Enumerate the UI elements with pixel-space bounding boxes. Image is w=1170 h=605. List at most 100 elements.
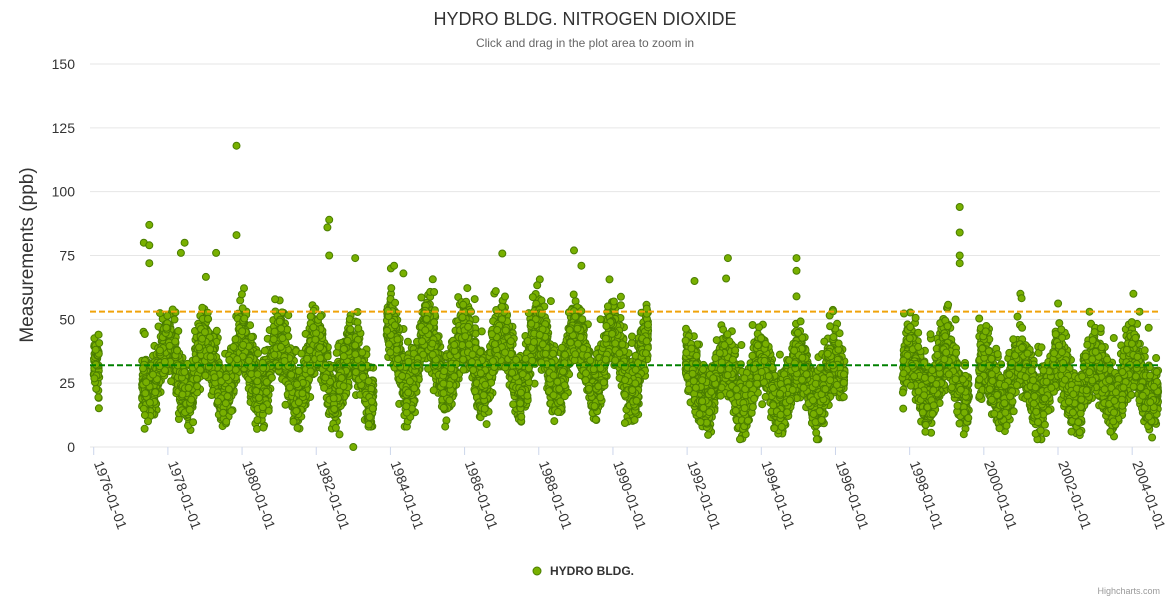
data-point[interactable] xyxy=(347,326,354,333)
data-point[interactable] xyxy=(294,424,301,431)
data-point[interactable] xyxy=(223,418,230,425)
data-point[interactable] xyxy=(352,369,359,376)
data-point[interactable] xyxy=(295,399,302,406)
data-point[interactable] xyxy=(205,363,212,370)
data-point[interactable] xyxy=(317,313,324,320)
data-point[interactable] xyxy=(429,276,436,283)
data-point[interactable] xyxy=(332,424,339,431)
data-point[interactable] xyxy=(499,250,506,257)
data-point[interactable] xyxy=(597,316,604,323)
data-point[interactable] xyxy=(194,383,201,390)
data-point[interactable] xyxy=(340,353,347,360)
data-point[interactable] xyxy=(93,385,100,392)
data-point[interactable] xyxy=(263,388,270,395)
data-point[interactable] xyxy=(366,414,373,421)
data-point[interactable] xyxy=(270,336,277,343)
data-point[interactable] xyxy=(551,418,558,425)
data-point[interactable] xyxy=(621,420,628,427)
data-point[interactable] xyxy=(196,344,203,351)
data-point[interactable] xyxy=(214,398,221,405)
data-point[interactable] xyxy=(150,371,157,378)
data-point[interactable] xyxy=(298,350,305,357)
data-point[interactable] xyxy=(211,374,218,381)
data-point[interactable] xyxy=(91,375,98,382)
data-point[interactable] xyxy=(225,386,232,393)
data-point[interactable] xyxy=(207,346,214,353)
data-point[interactable] xyxy=(336,431,343,438)
data-point[interactable] xyxy=(193,375,200,382)
data-point[interactable] xyxy=(239,328,246,335)
data-point[interactable] xyxy=(256,394,263,401)
data-point[interactable] xyxy=(322,374,329,381)
data-point[interactable] xyxy=(95,405,102,412)
data-point[interactable] xyxy=(224,393,231,400)
data-point[interactable] xyxy=(304,355,311,362)
data-point[interactable] xyxy=(355,325,362,332)
data-point[interactable] xyxy=(199,304,206,311)
data-point[interactable] xyxy=(310,324,317,331)
data-point[interactable] xyxy=(185,384,192,391)
data-point[interactable] xyxy=(279,335,286,342)
data-point[interactable] xyxy=(592,416,599,423)
data-point[interactable] xyxy=(606,276,613,283)
data-point[interactable] xyxy=(271,328,278,335)
data-point[interactable] xyxy=(186,406,193,413)
data-point[interactable] xyxy=(307,368,314,375)
data-point[interactable] xyxy=(166,342,173,349)
data-point[interactable] xyxy=(95,394,102,401)
data-point[interactable] xyxy=(306,347,313,354)
data-point[interactable] xyxy=(254,425,261,432)
data-point[interactable] xyxy=(307,313,314,320)
data-point[interactable] xyxy=(238,291,245,298)
data-point[interactable] xyxy=(240,341,247,348)
data-point[interactable] xyxy=(268,374,275,381)
data-point[interactable] xyxy=(204,315,211,322)
data-point[interactable] xyxy=(278,325,285,332)
data-point[interactable] xyxy=(330,395,337,402)
data-point[interactable] xyxy=(294,381,301,388)
data-point[interactable] xyxy=(404,338,411,345)
data-point[interactable] xyxy=(277,343,284,350)
data-point[interactable] xyxy=(202,273,209,280)
data-point[interactable] xyxy=(223,374,230,381)
data-point[interactable] xyxy=(253,388,260,395)
data-point[interactable] xyxy=(202,372,209,379)
data-point[interactable] xyxy=(344,337,351,344)
data-point[interactable] xyxy=(285,312,292,319)
data-point[interactable] xyxy=(324,353,331,360)
data-point[interactable] xyxy=(197,366,204,373)
data-point[interactable] xyxy=(201,329,208,336)
data-point[interactable] xyxy=(141,425,148,432)
data-point[interactable] xyxy=(222,400,229,407)
data-point[interactable] xyxy=(152,389,159,396)
data-point[interactable] xyxy=(188,396,195,403)
data-point[interactable] xyxy=(418,294,425,301)
data-point[interactable] xyxy=(259,404,266,411)
data-point[interactable] xyxy=(226,357,233,364)
data-point[interactable] xyxy=(141,412,148,419)
data-point[interactable] xyxy=(220,409,227,416)
data-point[interactable] xyxy=(143,379,150,386)
data-point[interactable] xyxy=(312,336,319,343)
data-point[interactable] xyxy=(146,399,153,406)
data-point[interactable] xyxy=(340,346,347,353)
data-point[interactable] xyxy=(254,371,261,378)
data-point[interactable] xyxy=(272,296,279,303)
data-point[interactable] xyxy=(239,305,246,312)
data-point[interactable] xyxy=(368,398,375,405)
data-point[interactable] xyxy=(254,378,261,385)
data-point[interactable] xyxy=(164,312,171,319)
data-point[interactable] xyxy=(369,405,376,412)
data-point[interactable] xyxy=(181,369,188,376)
data-point[interactable] xyxy=(232,366,239,373)
data-point[interactable] xyxy=(317,355,324,362)
data-point[interactable] xyxy=(171,316,178,323)
data-point[interactable] xyxy=(207,353,214,360)
data-point[interactable] xyxy=(629,333,636,340)
data-point[interactable] xyxy=(617,293,624,300)
data-points[interactable] xyxy=(90,142,1161,450)
data-point[interactable] xyxy=(464,285,471,292)
data-point[interactable] xyxy=(359,349,366,356)
data-point[interactable] xyxy=(190,419,197,426)
